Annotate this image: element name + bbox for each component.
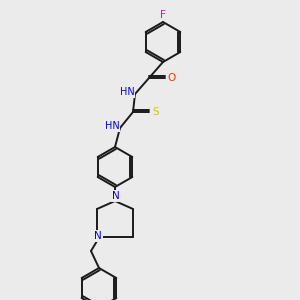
Text: HN: HN — [105, 121, 119, 131]
Text: N: N — [112, 191, 120, 201]
Text: N: N — [94, 231, 102, 241]
Text: F: F — [160, 10, 166, 20]
Text: S: S — [153, 107, 159, 117]
Text: HN: HN — [120, 87, 134, 97]
Text: O: O — [168, 73, 176, 83]
